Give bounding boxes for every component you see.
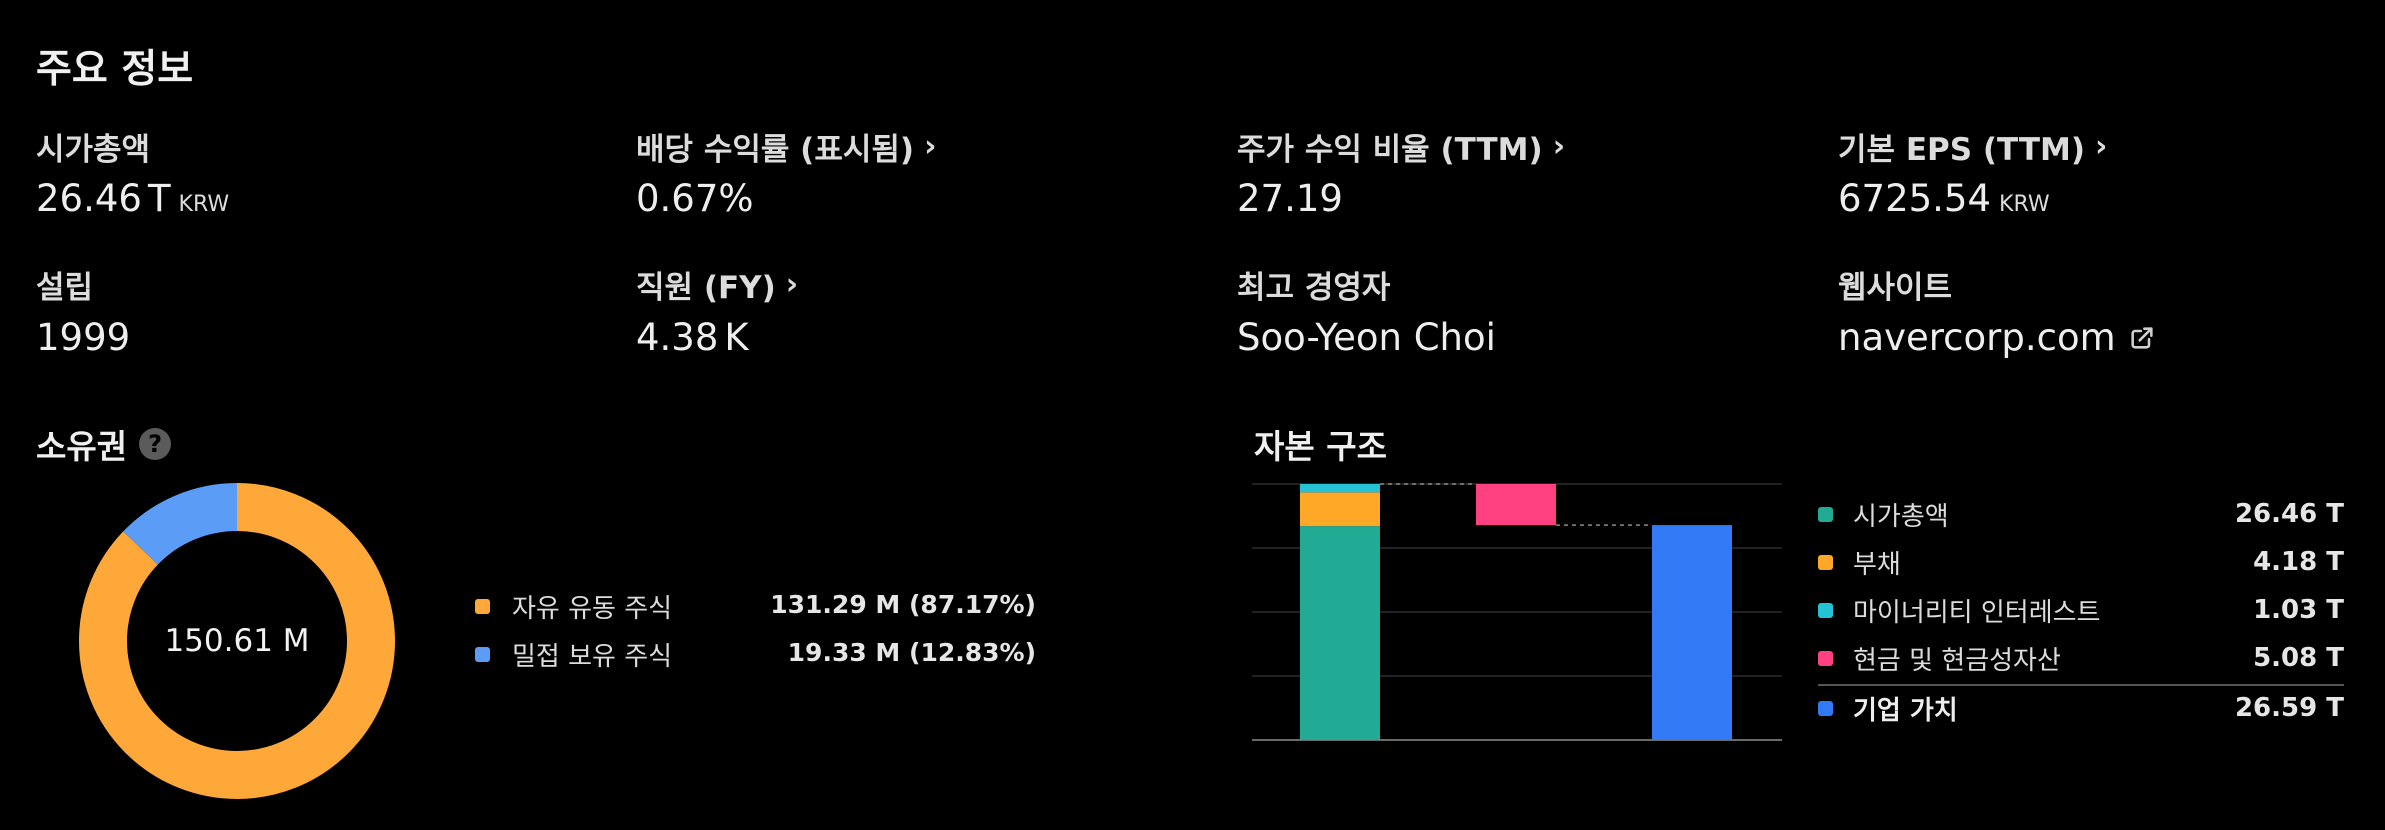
capital-structure-title: 자본 구조 xyxy=(1254,427,1387,466)
page-title: 주요 정보 xyxy=(36,47,194,92)
cap-legend-minority-interest[interactable]: 마이너리티 인터레스트 1.03 T xyxy=(1818,590,2344,630)
bar-debt[interactable] xyxy=(1300,492,1380,527)
legend-swatch-debt xyxy=(1818,554,1833,570)
ownership-title: 소유권 ? xyxy=(36,420,172,468)
employees-link[interactable]: 직원 (FY) › xyxy=(636,267,799,306)
website-link[interactable]: navercorp.com xyxy=(1838,316,2156,359)
legend-swatch-cash xyxy=(1818,650,1833,666)
chevron-right-icon: › xyxy=(2095,129,2108,164)
donut-total: 150.61 M xyxy=(164,623,310,659)
founded-value: 1999 xyxy=(36,316,131,359)
pe-ratio-link[interactable]: 주가 수익 비율 (TTM) › xyxy=(1237,129,1566,168)
capital-structure-chart xyxy=(1252,483,1782,741)
cap-legend-cash[interactable]: 현금 및 현금성자산 5.08 T xyxy=(1818,638,2344,678)
ceo-value: Soo-Yeon Choi xyxy=(1237,316,1496,359)
bar-market-cap[interactable] xyxy=(1300,526,1380,740)
cap-legend-debt[interactable]: 부채 4.18 T xyxy=(1818,542,2344,582)
founded-label: 설립 xyxy=(36,270,94,306)
donut-svg xyxy=(79,483,395,799)
employees-value: 4.38 K xyxy=(636,316,749,359)
bar-enterprise-value[interactable] xyxy=(1652,525,1732,740)
basic-eps-value: 6725.54 KRW xyxy=(1838,177,2050,220)
chevron-right-icon: › xyxy=(785,267,799,302)
cap-legend-divider xyxy=(1818,684,2344,686)
market-cap-label: 시가총액 xyxy=(36,132,151,168)
cap-legend-enterprise-value[interactable]: 기업 가치 26.59 T xyxy=(1818,688,2344,728)
basic-eps-link[interactable]: 기본 EPS (TTM) › xyxy=(1838,129,2108,168)
external-link-icon xyxy=(2128,324,2156,352)
legend-closely-held[interactable]: 밀접 보유 주식 xyxy=(475,636,672,673)
ceo-label: 최고 경영자 xyxy=(1237,270,1391,306)
help-icon[interactable]: ? xyxy=(139,428,172,460)
legend-swatch-enterprise-value xyxy=(1818,700,1833,716)
legend-swatch-closely-held xyxy=(475,647,490,662)
legend-swatch-market-cap xyxy=(1818,506,1833,522)
legend-value-closely-held: 19.33 M (12.83%) xyxy=(787,638,1036,667)
pe-ratio-value: 27.19 xyxy=(1237,177,1343,220)
donut-slice-1[interactable] xyxy=(79,483,395,799)
chevron-right-icon: › xyxy=(1552,129,1566,164)
market-cap-value: 26.46 T KRW xyxy=(36,177,230,220)
legend-swatch-minority-interest xyxy=(1818,602,1833,618)
legend-free-float[interactable]: 자유 유동 주식 xyxy=(475,588,672,625)
legend-value-free-float: 131.29 M (87.17%) xyxy=(770,590,1036,619)
ownership-donut-chart: 150.61 M xyxy=(76,480,398,802)
dividend-yield-link[interactable]: 배당 수익률 (표시됨) › xyxy=(636,129,937,168)
chevron-right-icon: › xyxy=(924,129,937,164)
bar-minority-interest[interactable] xyxy=(1300,484,1380,493)
legend-swatch-free-float xyxy=(475,599,490,614)
website-label: 웹사이트 xyxy=(1838,270,1953,306)
bar-cash[interactable] xyxy=(1476,484,1556,526)
dividend-yield-value: 0.67% xyxy=(636,177,754,220)
cap-legend-market-cap[interactable]: 시가총액 26.46 T xyxy=(1818,494,2344,534)
